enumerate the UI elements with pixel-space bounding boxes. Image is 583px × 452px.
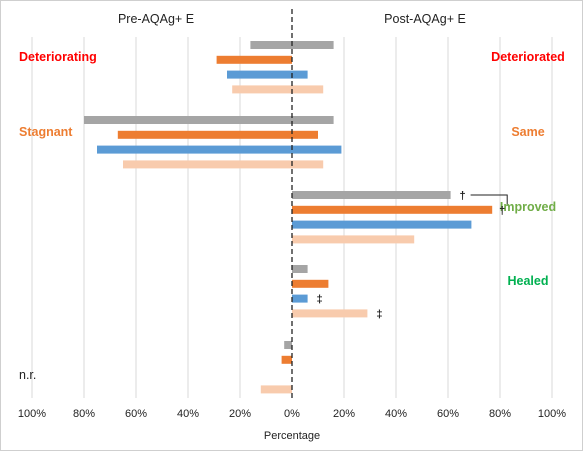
x-tick-label: 100% [18, 408, 46, 420]
bar-post [292, 220, 472, 229]
x-tick-label: 20% [333, 408, 355, 420]
group-label-left: Deteriorating [19, 50, 97, 64]
grid-lines [31, 37, 553, 398]
bar-post [292, 160, 324, 169]
x-tick-label: 80% [73, 408, 95, 420]
x-tick-label: 0% [284, 408, 300, 420]
labels: 100% 80% 60% 40% 20% 0% 20% 40% 60% 80% 100% Deteri… [18, 50, 566, 420]
x-tick-label: 80% [489, 408, 511, 420]
bar-pre [84, 116, 292, 124]
bar-pre [216, 55, 292, 64]
group-label-right: Healed [508, 274, 549, 288]
significance-marker: † [499, 205, 505, 217]
bars [84, 41, 493, 394]
significance-bracket [470, 194, 508, 206]
x-tick-label: 60% [437, 408, 459, 420]
bar-pre [250, 41, 292, 49]
bar-pre [227, 70, 292, 79]
bar-post [292, 279, 329, 288]
bar-pre [281, 355, 292, 364]
bar-pre [123, 160, 292, 169]
left-header: Pre-AQAg+ E [118, 12, 194, 26]
significance-marker: † [460, 190, 466, 202]
x-tick-label: 40% [177, 408, 199, 420]
bar-post [292, 85, 324, 94]
bar-pre [284, 341, 292, 349]
x-tick-label: 60% [125, 408, 147, 420]
group-label-right: Same [511, 125, 544, 139]
bar-post [292, 130, 318, 139]
x-tick-label: 100% [538, 408, 566, 420]
bar-post [292, 116, 334, 124]
bar-post [292, 265, 308, 273]
x-axis-label: Percentage [264, 430, 320, 442]
bar-post [292, 191, 451, 199]
bar-post [292, 145, 342, 154]
bar-pre [260, 385, 292, 394]
bracket-line [470, 194, 508, 206]
group-label-right: Improved [500, 200, 556, 214]
bar-pre [117, 130, 292, 139]
bar-post [292, 41, 334, 49]
significance-marker: ‡ [376, 308, 382, 320]
right-header: Post-AQAg+ E [384, 12, 466, 26]
bar-post [292, 205, 493, 214]
bar-post [292, 294, 308, 303]
x-tick-label: 20% [229, 408, 251, 420]
significance-marker: ‡ [317, 294, 323, 306]
bar-post [292, 309, 368, 318]
bar-pre [232, 85, 292, 94]
bar-post [292, 235, 415, 244]
x-tick-label: 40% [385, 408, 407, 420]
bar-post [292, 70, 308, 79]
group-label-right: Deteriorated [491, 50, 565, 64]
bar-pre [97, 145, 292, 154]
group-label-left: n.r. [19, 368, 36, 382]
group-label-left: Stagnant [19, 125, 73, 139]
